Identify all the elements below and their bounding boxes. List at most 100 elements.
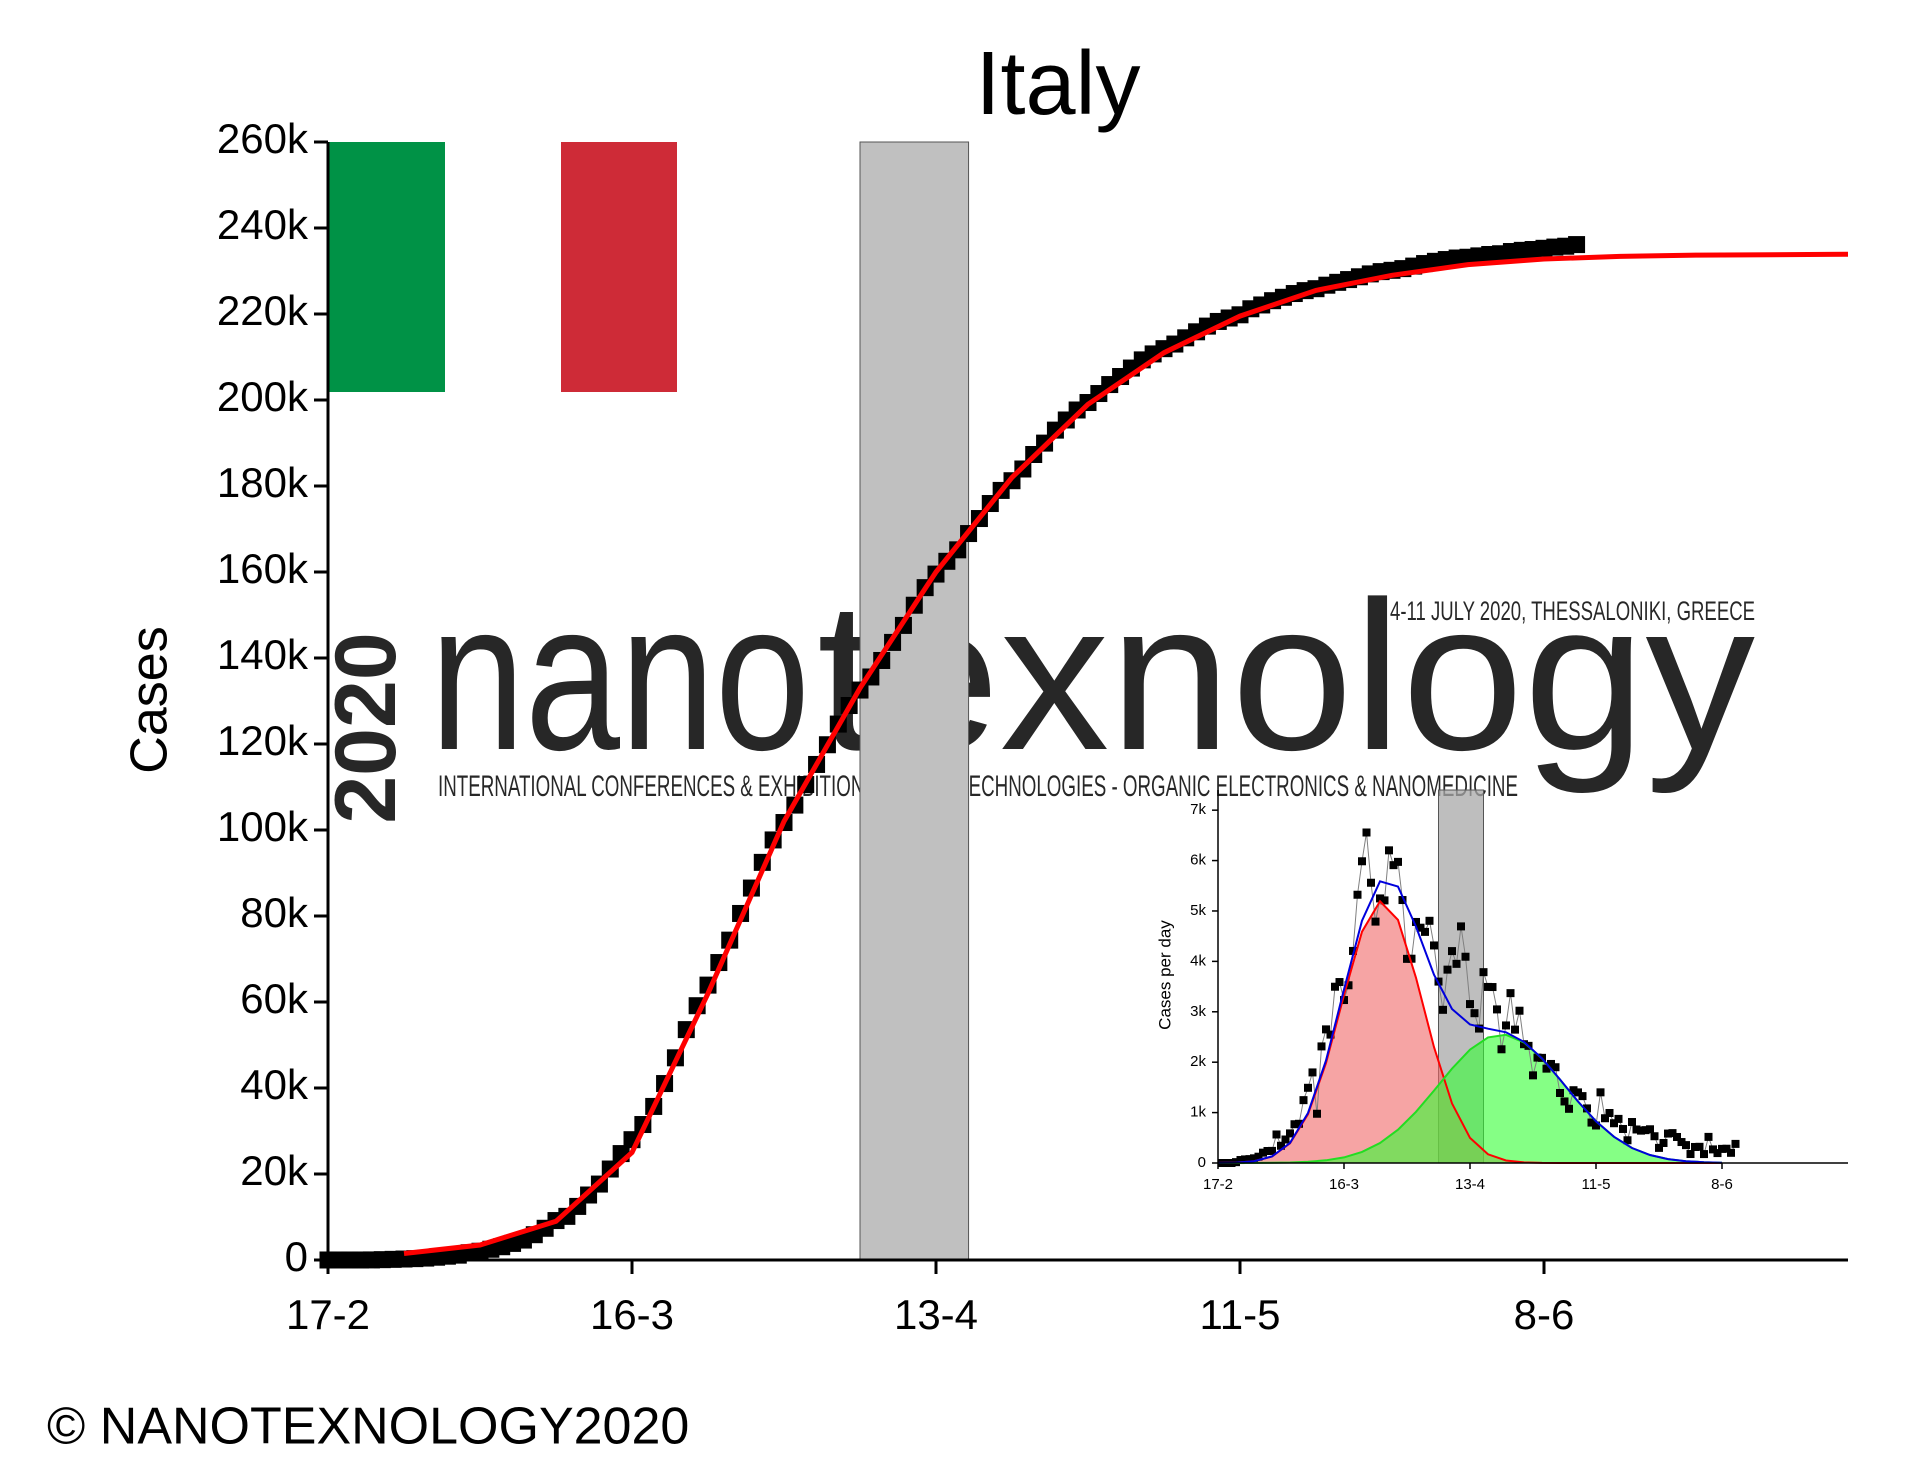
watermark-tagline: INTERNATIONAL CONFERENCES & EXHIBITION O… <box>438 770 1518 803</box>
data-point <box>1704 1132 1713 1141</box>
watermark-event: 4-11 JULY 2020, THESSALONIKI, GREECE <box>1390 596 1755 626</box>
data-point <box>1578 1092 1587 1101</box>
data-point <box>1583 1104 1591 1113</box>
watermark-brand-a: nano <box>430 557 810 794</box>
data-point <box>1394 857 1402 866</box>
data-point <box>1520 1040 1528 1049</box>
data-point <box>1497 1045 1506 1054</box>
data-point <box>1641 1126 1650 1135</box>
data-point <box>1619 1124 1627 1133</box>
data-point <box>1326 1030 1335 1039</box>
watermark-brand-b: texnology <box>817 557 1755 794</box>
data-point <box>1722 1144 1731 1153</box>
x-tick-label: 13-4 <box>1455 1176 1485 1193</box>
data-point <box>1452 959 1461 968</box>
data-point <box>1623 1136 1632 1145</box>
data-point <box>1250 1154 1258 1163</box>
data-point <box>1277 1141 1285 1150</box>
data-point <box>1376 894 1384 903</box>
data-point <box>1412 917 1420 926</box>
data-point <box>1511 1025 1519 1034</box>
x-tick-label: 17-2 <box>286 1291 370 1338</box>
y-tick-label: 200k <box>217 373 309 420</box>
y-tick-label: 80k <box>240 889 309 936</box>
data-point <box>1335 978 1344 987</box>
data-point <box>1686 1150 1695 1159</box>
data-point <box>1515 1006 1524 1015</box>
x-tick-label: 16-3 <box>590 1291 674 1338</box>
data-point <box>1457 922 1465 931</box>
data-point <box>1682 1141 1690 1150</box>
data-point <box>1290 1120 1299 1129</box>
data-point <box>1286 1129 1294 1138</box>
data-point <box>1547 1059 1555 1068</box>
data-point <box>1331 982 1339 991</box>
data-point <box>1659 1138 1668 1147</box>
data-point <box>1425 916 1434 925</box>
y-tick-label: 5k <box>1190 902 1206 919</box>
data-point <box>1398 896 1407 905</box>
data-point <box>1605 1108 1614 1117</box>
y-tick-label: 260k <box>217 115 309 162</box>
data-point <box>1713 1149 1722 1158</box>
data-point <box>1542 1064 1551 1073</box>
data-point <box>1502 1021 1510 1030</box>
data-point <box>1628 1118 1636 1127</box>
fit-area <box>1218 901 1722 1163</box>
y-tick-label: 180k <box>217 459 309 506</box>
data-point <box>1709 1145 1717 1154</box>
data-point <box>1322 1025 1330 1034</box>
data-point <box>1362 828 1371 837</box>
data-point <box>1488 983 1497 992</box>
data-point <box>1677 1138 1686 1147</box>
data-point <box>1596 1088 1605 1097</box>
fit-line <box>403 251 1849 1256</box>
x-tick-label: 8-6 <box>1514 1291 1575 1338</box>
data-point <box>1340 996 1348 1005</box>
data-point <box>1529 1071 1537 1080</box>
y-tick-label: 4k <box>1190 952 1206 969</box>
data-point <box>1349 946 1357 955</box>
y-axis-label: Cases <box>121 626 179 773</box>
data-point <box>1317 1042 1326 1051</box>
data-point <box>1268 1146 1276 1155</box>
data-point <box>1421 927 1429 936</box>
data-point <box>1587 1118 1596 1127</box>
data-point <box>1439 1005 1447 1014</box>
data-point <box>1560 1097 1569 1106</box>
data-point <box>1614 1114 1623 1123</box>
x-tick-label: 13-4 <box>894 1291 978 1338</box>
data-point <box>1380 896 1389 905</box>
charts: Italy Cases 0 20k 40k 60k 80k 100k 120k 140k 160k 1… <box>121 34 1849 1338</box>
data-point <box>1385 846 1393 855</box>
data-point <box>1304 1083 1312 1092</box>
data-point <box>1466 1000 1474 1009</box>
data-point <box>1259 1148 1267 1157</box>
data-point <box>1655 1143 1663 1152</box>
x-tick-label: 11-5 <box>1200 1291 1281 1338</box>
data-point <box>1691 1142 1699 1151</box>
data-point <box>1673 1132 1681 1141</box>
data-point <box>1358 857 1366 866</box>
data-point <box>1632 1125 1641 1134</box>
data-point <box>1664 1129 1672 1138</box>
data-point <box>1254 1152 1263 1161</box>
data-point <box>1241 1155 1249 1164</box>
y-tick-label: 240k <box>217 201 309 248</box>
data-point <box>1718 1144 1726 1153</box>
data-point <box>1568 236 1586 254</box>
data-point <box>1565 1104 1573 1113</box>
x-tick-label: 16-3 <box>1329 1176 1359 1193</box>
fit-line <box>1217 880 1723 1164</box>
data-point <box>1695 1142 1704 1151</box>
data-point <box>1416 923 1425 932</box>
data-point <box>1650 1132 1659 1141</box>
watermark: 2020 nano texnology 4-11 JULY 2020, THES… <box>318 557 1755 824</box>
data-point <box>1556 1088 1564 1097</box>
y-tick-label: 160k <box>217 545 309 592</box>
data-point <box>1403 954 1411 963</box>
data-point <box>1493 1005 1501 1014</box>
data-point <box>1353 890 1362 899</box>
y-tick-label: 7k <box>1190 801 1206 818</box>
